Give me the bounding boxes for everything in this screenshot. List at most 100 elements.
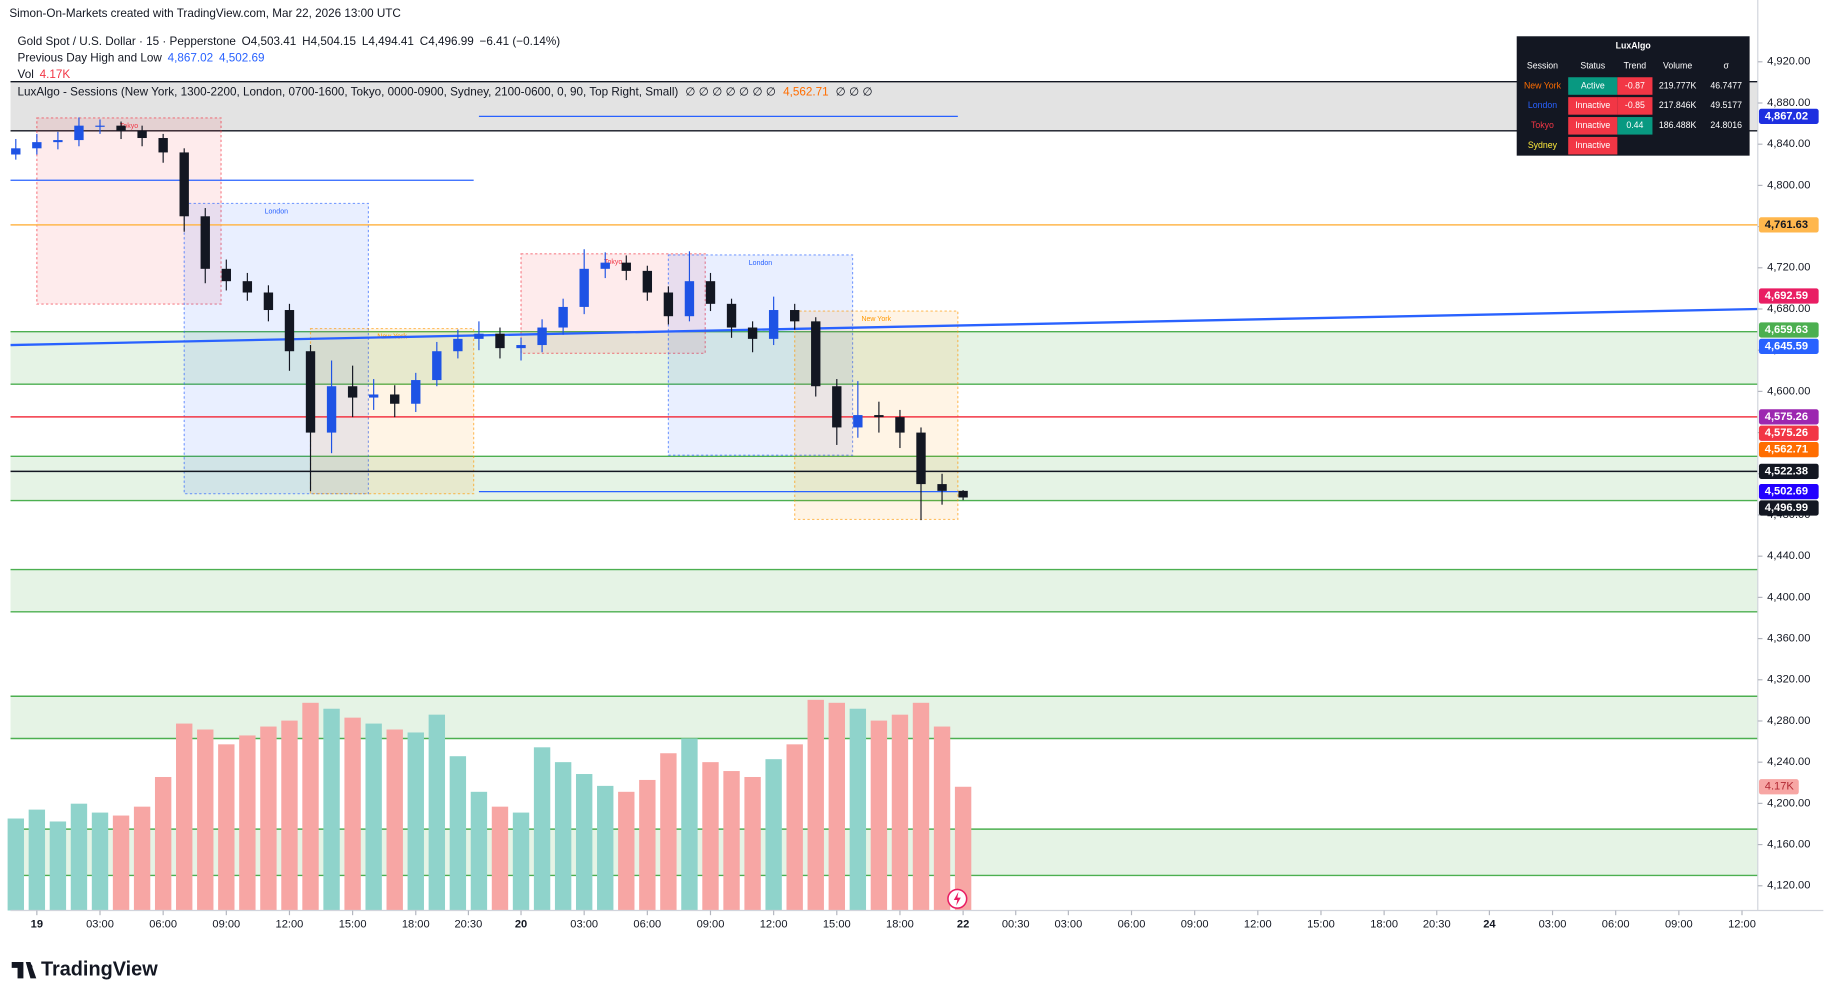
volume-tag-label: 4.17K bbox=[1765, 781, 1795, 793]
legend-pdhl-name: Previous Day High and Low bbox=[18, 52, 163, 65]
price-tag bbox=[1758, 108, 1819, 124]
legend-line: Previous Day High and Low 4,867.02 4,502.6… bbox=[18, 52, 265, 65]
volume-bar bbox=[828, 702, 845, 911]
candle-body bbox=[368, 394, 379, 398]
y-tick-label: 4,280.00 bbox=[1767, 715, 1810, 727]
legend-indicator-value: ∅ ∅ ∅ ∅ ∅ ∅ ∅ bbox=[685, 86, 776, 99]
volume-bar bbox=[428, 714, 446, 911]
price-tag bbox=[1758, 322, 1819, 338]
volume-bar bbox=[386, 729, 403, 911]
x-tick-label: 24 bbox=[1483, 918, 1496, 930]
x-tick-label: 09:00 bbox=[697, 918, 725, 930]
y-tick-label: 4,840.00 bbox=[1767, 138, 1810, 150]
x-tick-label: 22 bbox=[957, 918, 969, 930]
volume-bar bbox=[533, 747, 551, 911]
session-label: Tokyo bbox=[120, 123, 138, 130]
candle-body bbox=[453, 338, 463, 352]
volume-bar bbox=[786, 744, 803, 911]
table-cell: 24.8016 bbox=[1710, 120, 1742, 130]
candle-body bbox=[326, 386, 337, 433]
candle-body bbox=[95, 125, 105, 127]
legend-vol-value: 4.17K bbox=[40, 68, 71, 81]
volume-bar bbox=[597, 785, 614, 911]
table-cell: Innactive bbox=[1575, 100, 1610, 110]
candle-body bbox=[221, 268, 231, 282]
volume-bar bbox=[176, 723, 193, 911]
price-tag bbox=[1758, 288, 1819, 304]
candle-body bbox=[832, 386, 842, 428]
volume-bar bbox=[575, 774, 593, 911]
x-tick-label: 06:00 bbox=[1118, 918, 1146, 930]
candle-body bbox=[958, 490, 968, 498]
session-box bbox=[36, 117, 222, 305]
price-tag bbox=[1758, 338, 1819, 354]
x-tick-label: 00:30 bbox=[1002, 918, 1030, 930]
y-tick-label: 4,920.00 bbox=[1767, 56, 1810, 68]
y-tick-label: 4,120.00 bbox=[1767, 880, 1810, 892]
legend-vol-name: Vol bbox=[18, 68, 34, 81]
y-tick-label: 4,360.00 bbox=[1767, 633, 1810, 645]
table-cell: 219.777K bbox=[1659, 80, 1697, 90]
volume-bar bbox=[112, 815, 130, 911]
session-label: New York bbox=[861, 316, 891, 323]
volume-bar bbox=[512, 812, 530, 911]
brand-logo bbox=[11, 961, 37, 979]
x-tick-label: 03:00 bbox=[570, 918, 598, 930]
volume-bar bbox=[260, 726, 277, 911]
candle-body bbox=[663, 292, 674, 317]
candle-body bbox=[411, 380, 421, 404]
price-tag-label: 4,659.63 bbox=[1765, 324, 1808, 336]
x-tick-label: 15:00 bbox=[1307, 918, 1335, 930]
candle-body bbox=[537, 327, 547, 346]
x-tick-label: 15:00 bbox=[823, 918, 851, 930]
candle-body bbox=[116, 125, 126, 131]
candle-body bbox=[790, 310, 800, 322]
table-cell: -0.87 bbox=[1625, 80, 1645, 90]
volume-bar bbox=[618, 791, 635, 911]
x-tick-label: 06:00 bbox=[1602, 918, 1630, 930]
x-tick-label: 03:00 bbox=[1539, 918, 1567, 930]
x-tick-label: 12:00 bbox=[760, 918, 788, 930]
table-cell: 49.5177 bbox=[1710, 100, 1742, 110]
candle-body bbox=[390, 394, 400, 404]
y-tick-label: 4,400.00 bbox=[1767, 591, 1810, 603]
x-tick-label: 09:00 bbox=[1181, 918, 1209, 930]
volume-bar bbox=[281, 720, 298, 911]
price-tag-label: 4,502.69 bbox=[1765, 486, 1808, 498]
volume-bar bbox=[218, 744, 235, 911]
volume-bar bbox=[302, 702, 319, 911]
watermark: Simon-On-Markets created with TradingVie… bbox=[9, 7, 400, 20]
price-tag-label: 4,761.63 bbox=[1765, 219, 1808, 231]
legend-pdhl-value: 4,502.69 bbox=[219, 52, 265, 65]
session-box bbox=[183, 202, 369, 495]
volume-bar bbox=[681, 738, 698, 911]
candle-body bbox=[200, 216, 210, 269]
volume-bar bbox=[807, 699, 824, 911]
status-cell bbox=[1568, 117, 1618, 135]
volume-bar bbox=[744, 776, 761, 911]
table-cell: 0.44 bbox=[1626, 120, 1643, 130]
table-cell: Active bbox=[1581, 80, 1605, 90]
price-tag bbox=[1758, 500, 1819, 516]
candle-body bbox=[768, 310, 779, 339]
x-tick-label: 12:00 bbox=[1244, 918, 1272, 930]
volume-bar bbox=[491, 806, 509, 911]
candle-body bbox=[726, 303, 737, 328]
candle-body bbox=[158, 138, 168, 153]
price-tag bbox=[1758, 409, 1819, 425]
replay-icon-bolt bbox=[953, 891, 961, 906]
legend-pdhl-value: 4,867.02 bbox=[168, 52, 214, 65]
brand-name: TradingView bbox=[41, 958, 158, 980]
volume-bar bbox=[891, 714, 909, 911]
zone bbox=[10, 456, 1758, 501]
x-tick-label: 12:00 bbox=[1728, 918, 1756, 930]
legend-line: Gold Spot / U.S. Dollar · 15 · Peppersto… bbox=[18, 35, 561, 48]
table-header: σ bbox=[1723, 60, 1729, 70]
legend-ohlc: O4,503.41 bbox=[242, 35, 297, 48]
x-tick-label: 03:00 bbox=[1054, 918, 1082, 930]
y-tick-label: 4,720.00 bbox=[1767, 262, 1810, 274]
volume-bar bbox=[154, 776, 172, 911]
candle-body bbox=[579, 268, 589, 307]
candle-body bbox=[916, 432, 926, 485]
price-tag bbox=[1758, 425, 1819, 441]
